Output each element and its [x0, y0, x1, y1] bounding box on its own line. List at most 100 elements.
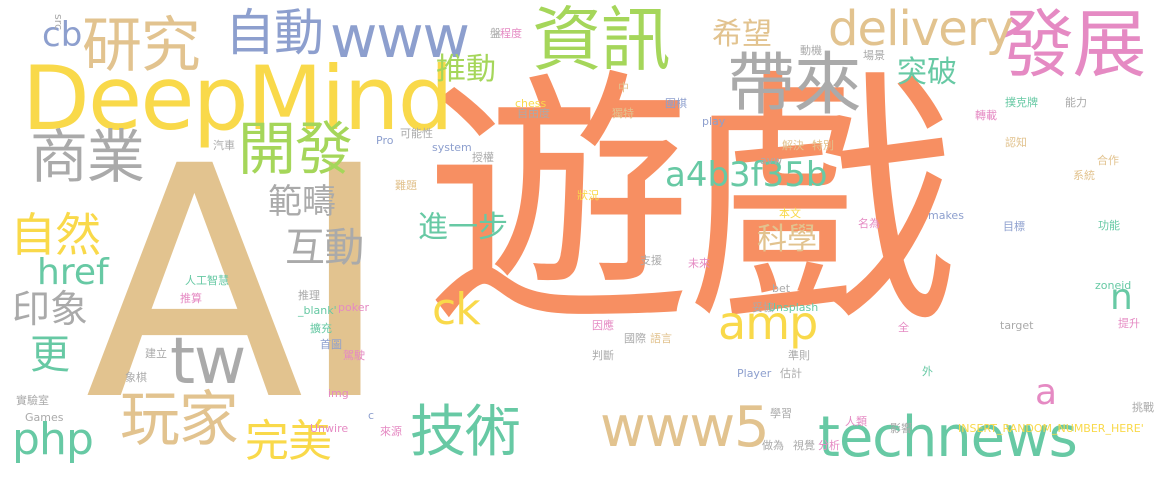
word-laiyuan: 來源: [380, 425, 402, 438]
word-fanchou: 範疇: [268, 182, 336, 222]
word-changjing: 場景: [863, 49, 885, 62]
word-amp: amp: [718, 296, 818, 350]
word-tebie: 特別: [812, 139, 834, 152]
word-ai: AI: [85, 99, 392, 471]
word-jianli: 建立: [145, 347, 167, 360]
word-www5: www5: [600, 395, 770, 460]
word-delivery: delivery: [828, 1, 1014, 57]
word-youxi: 遊戲: [425, 48, 956, 360]
word-tuidong: 推動: [436, 52, 496, 87]
word-benwen: 本文: [779, 207, 801, 220]
word-weiqi: 圍棋: [665, 97, 687, 110]
word-dute: 獨特: [612, 107, 634, 120]
word-kexue: 科學: [757, 222, 817, 257]
word-zhuanzai: 轉載: [975, 109, 997, 122]
word-zixun: 資訊: [532, 0, 671, 81]
word-target: target: [1000, 319, 1034, 332]
word-zhunze: 準則: [788, 349, 810, 362]
word-shouquan: 授權: [472, 151, 494, 164]
word-tupo: 突破: [897, 55, 957, 90]
word-tuili: 推理: [298, 289, 320, 302]
word-yanjiu: 研究: [82, 11, 201, 81]
word-kenengxing: 可能性: [400, 127, 433, 140]
word-guoji: 國際: [624, 332, 646, 345]
word-weilai: 未來: [688, 257, 710, 270]
word-www: www: [330, 3, 470, 71]
word-pro: Pro: [376, 134, 394, 147]
word-play: play: [702, 115, 726, 128]
word-yuyan: 語言: [650, 332, 672, 345]
word-shangye: 商業: [30, 123, 145, 191]
word-xiangqi: 象棋: [125, 371, 147, 384]
word-tiaozhan: 挑戰: [1132, 401, 1154, 414]
word-kuochong: 擴充: [310, 322, 332, 335]
word-img: img: [328, 387, 349, 400]
word-geng: 更: [30, 332, 70, 378]
word-tw: tw: [170, 325, 246, 399]
word-c: c: [368, 409, 375, 422]
word-makes: makes: [928, 209, 964, 222]
word-fenxi: 分析: [818, 439, 840, 452]
word-shoutu: 首圖: [320, 338, 342, 351]
word-jishu: 技術: [410, 400, 521, 465]
word-yingxiang: 影響: [890, 422, 912, 435]
word-yinying: 因應: [592, 319, 614, 332]
word-renzhi: 認知: [1005, 136, 1027, 149]
word-rengongzhihui: 人工智慧: [185, 274, 229, 287]
word-bet: bet: [772, 282, 791, 295]
word-a4b3f35b: a4b3f35b: [665, 155, 828, 195]
word-tisheng: 提升: [1118, 317, 1140, 330]
word-blank: _blank': [298, 304, 337, 317]
word-wanjia: 玩家: [120, 385, 239, 455]
word-zhiyuan: 支援: [640, 254, 662, 267]
word-zhuangkuang: 狀況: [577, 189, 599, 202]
word-player: Player: [737, 367, 772, 380]
word-nanti: 難題: [395, 179, 417, 192]
word-xuexi: 學習: [770, 407, 792, 420]
word-mubiao: 目標: [1003, 220, 1025, 233]
word-panduan: 判斷: [592, 349, 614, 362]
word-nengli: 能力: [1065, 96, 1087, 109]
word-shiyanshi: 實驗室: [16, 394, 49, 407]
word-dailai: 帶來: [727, 46, 862, 125]
word-tuoxie: 妥協: [752, 301, 774, 314]
word-renlei: 人類: [845, 415, 867, 428]
word-a: a: [1035, 372, 1058, 413]
word-deepmind: DeepMind: [22, 47, 454, 150]
word-insert-random-number: INSERT_RANDOM_NUMBER_HERE': [958, 422, 1144, 435]
word-technews: technews: [818, 405, 1078, 470]
word-pukepai: 撲克牌: [1005, 96, 1038, 109]
word-system: system: [432, 141, 472, 154]
word-hudong: 互動: [285, 225, 364, 271]
word-chess: chess: [515, 97, 547, 110]
word-jiejue: 解決: [782, 139, 804, 152]
word-href: href: [37, 252, 109, 293]
word-zhong: 中: [618, 81, 629, 94]
word-qiche: 汽車: [213, 139, 235, 152]
word-zuowei: 做為: [762, 439, 784, 452]
word-cb: cb: [42, 15, 83, 55]
word-dongji: 動機: [800, 44, 822, 57]
word-guji: 估計: [780, 367, 802, 380]
word-unwire: Unwire: [310, 422, 349, 435]
word-ziran: 自然: [10, 208, 101, 262]
word-wai: 外: [922, 365, 933, 378]
word-gongneng: 功能: [1098, 219, 1120, 232]
word-mingwei: 名為: [858, 217, 880, 230]
word-xiwang: 希望: [712, 17, 772, 52]
word-quan: 全: [898, 321, 909, 334]
word-avw: avw: [760, 154, 783, 167]
word-yinxiang: 印象: [12, 287, 89, 331]
word-ck: ck: [432, 284, 481, 335]
word-games: Games: [25, 411, 64, 424]
word-zidong: 自動: [225, 4, 324, 62]
word-n: n: [1110, 277, 1133, 318]
word-kaifa: 開發: [238, 115, 353, 183]
word-jinyibu: 進一步: [418, 210, 508, 245]
word-wanmei: 完美: [245, 416, 332, 467]
word-jiashi: 駕駛: [343, 349, 365, 362]
word-tuisuan: 推算: [180, 292, 202, 305]
word-ziyoudu: 自由度: [517, 107, 550, 120]
word-unsplash: Unsplash: [768, 301, 819, 314]
